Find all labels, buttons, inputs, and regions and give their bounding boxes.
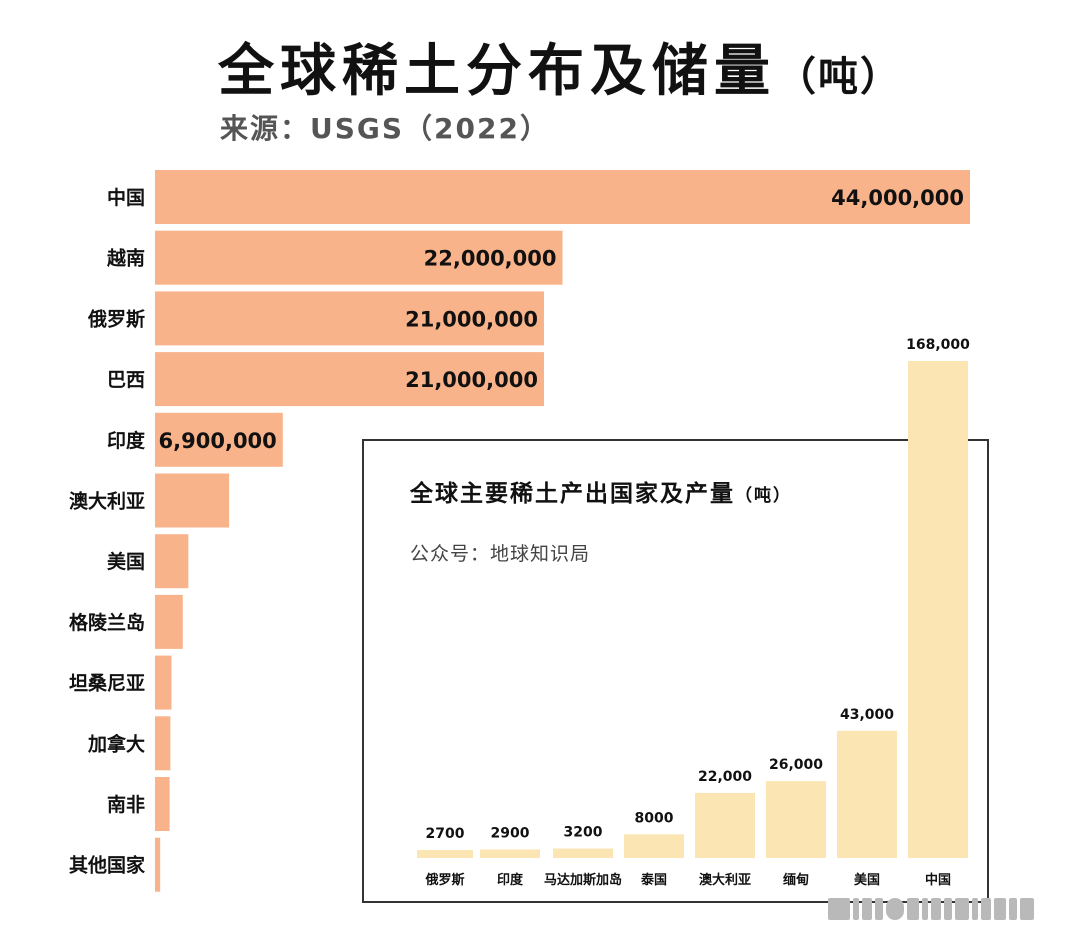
production-value-label: 3200 [564, 825, 603, 841]
inset-title-text: 全球主要稀土产出国家及产量 [409, 480, 735, 507]
production-value-label: 43,000 [840, 707, 894, 723]
reserve-value-label: 21,000,000 [405, 307, 538, 331]
title-text: 全球稀土分布及储量 [218, 39, 776, 104]
production-bar [417, 850, 473, 858]
reserve-bar [155, 230, 563, 285]
production-value-label: 2900 [491, 825, 530, 841]
reserve-category-label: 越南 [106, 247, 145, 270]
production-bar [837, 730, 897, 858]
reserve-bar [155, 473, 230, 528]
reserve-category-label: 澳大利亚 [69, 490, 145, 513]
reserve-category-label: 巴西 [107, 369, 145, 391]
reserve-bar [155, 777, 170, 831]
production-category-label: 中国 [925, 872, 951, 888]
reserve-bar [155, 655, 172, 710]
production-value-label: 26,000 [769, 757, 823, 773]
production-value-label: 22,000 [698, 769, 752, 785]
production-category-label: 印度 [497, 872, 524, 888]
production-value-label: 2700 [426, 826, 465, 842]
title-unit: （吨） [776, 54, 902, 100]
reserve-category-label: 南非 [107, 794, 145, 816]
reserve-bar [155, 291, 544, 346]
reserve-bar [155, 352, 544, 407]
reserve-bar [155, 412, 283, 467]
reserve-value-label: 21,000,000 [405, 368, 538, 392]
inset-title-unit: （吨） [735, 485, 792, 506]
production-category-label: 澳大利亚 [699, 872, 751, 888]
production-value-label: 8000 [635, 810, 674, 826]
production-bar [695, 792, 755, 858]
reserve-bar [155, 594, 183, 649]
reserve-value-label: 44,000,000 [831, 186, 964, 210]
production-category-label: 缅甸 [783, 872, 809, 888]
reserve-category-label: 坦桑尼亚 [69, 673, 145, 695]
reserve-value-label: 6,900,000 [159, 429, 277, 453]
source-label: 来源：USGS（2022） [220, 112, 550, 145]
reserve-bar [155, 170, 970, 224]
production-bar [553, 848, 613, 858]
reserve-category-label: 格陵兰岛 [69, 611, 145, 634]
reserve-value-label: 22,000,000 [424, 247, 557, 271]
reserve-category-label: 其他国家 [69, 854, 146, 877]
reserve-category-label: 中国 [107, 186, 145, 209]
inset-subtitle: 公众号：地球知识局 [410, 543, 590, 565]
reserve-bar [155, 534, 189, 589]
production-value-label: 168,000 [906, 337, 970, 353]
production-bar [624, 834, 684, 858]
reserve-category-label: 印度 [107, 429, 146, 452]
production-bar [766, 781, 826, 858]
production-category-label: 马达加斯加岛 [544, 872, 622, 888]
reserve-bar [155, 716, 171, 771]
watermark-icon [828, 894, 1058, 924]
page-title: 全球稀土分布及储量（吨） [218, 26, 902, 107]
reserve-category-label: 加拿大 [87, 732, 145, 755]
reserve-bar [155, 837, 161, 892]
production-bar [480, 849, 540, 858]
inset-title: 全球主要稀土产出国家及产量（吨） [409, 480, 792, 507]
reserve-category-label: 俄罗斯 [87, 307, 145, 330]
production-category-label: 美国 [854, 872, 880, 888]
reserve-category-label: 美国 [107, 550, 145, 573]
production-bar [908, 361, 968, 858]
production-category-label: 泰国 [640, 872, 667, 888]
production-category-label: 俄罗斯 [424, 872, 464, 888]
